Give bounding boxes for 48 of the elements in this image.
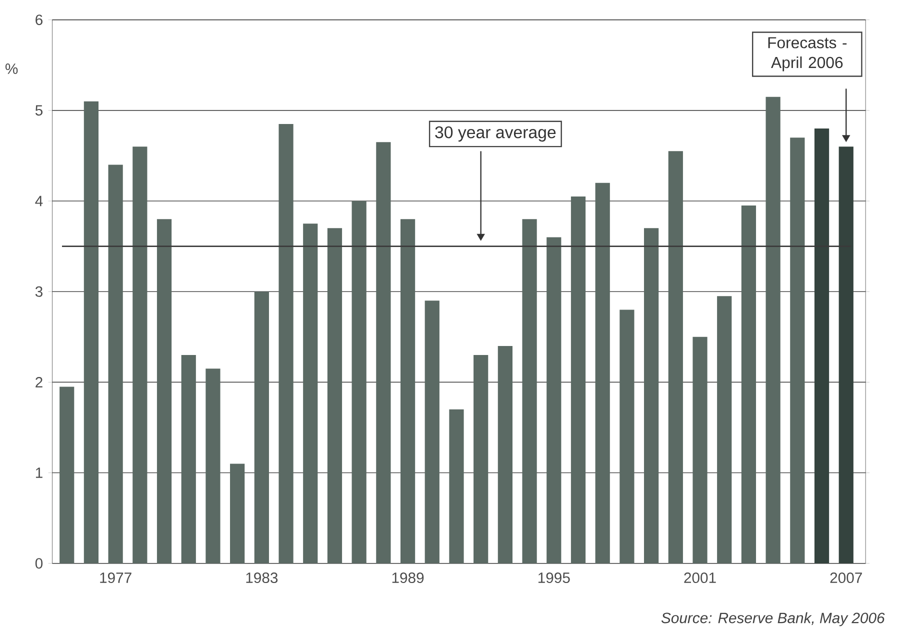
bar: [644, 228, 659, 564]
y-tick-label: 3: [35, 286, 42, 297]
bar: [692, 336, 708, 564]
bar: [522, 219, 537, 564]
y-axis-title: %: [5, 63, 18, 74]
bar: [84, 101, 99, 564]
bar: [474, 354, 488, 564]
bar: [303, 224, 318, 564]
x-tick-label: 1995: [538, 572, 570, 583]
bar: [327, 228, 342, 564]
bar: [570, 196, 586, 564]
bar: [766, 96, 780, 564]
bar: [206, 368, 220, 564]
bar: [498, 346, 512, 564]
y-tick-label: 6: [36, 14, 42, 26]
annotation: Forecasts - April 2006: [768, 37, 847, 72]
bar: [668, 151, 683, 564]
x-tick-label: 2001: [684, 572, 716, 583]
y-tick-label: 1: [36, 468, 42, 478]
bar: [132, 146, 148, 564]
bar: [376, 142, 391, 564]
bar: [254, 292, 269, 564]
ref-line-label: 30 year average: [435, 126, 556, 142]
x-tick-label: 2007: [830, 572, 862, 583]
bar: [108, 164, 123, 564]
y-tick-label: 5: [35, 105, 43, 116]
source-note: Source: Reserve Bank, May 2006: [661, 612, 885, 626]
bar: [60, 386, 74, 564]
y-tick-label: 2: [36, 376, 42, 388]
y-tick-label: 0: [35, 558, 43, 569]
bar: [595, 182, 610, 564]
bar: [424, 300, 440, 564]
x-tick-label: 1983: [246, 572, 278, 583]
bar: [790, 138, 805, 564]
bar: [741, 205, 756, 564]
x-tick-label: 1977: [100, 572, 132, 583]
bar: [181, 354, 196, 564]
bar: [449, 409, 464, 564]
bar: [278, 124, 294, 564]
bar: [230, 464, 245, 564]
bar: [546, 237, 562, 564]
y-tick-label: 4: [35, 196, 43, 206]
bar: [620, 310, 634, 564]
bar: [400, 219, 416, 564]
x-tick-label: 1989: [392, 572, 424, 583]
bar: [717, 296, 732, 564]
bar: [156, 219, 172, 564]
bar: [352, 200, 366, 564]
